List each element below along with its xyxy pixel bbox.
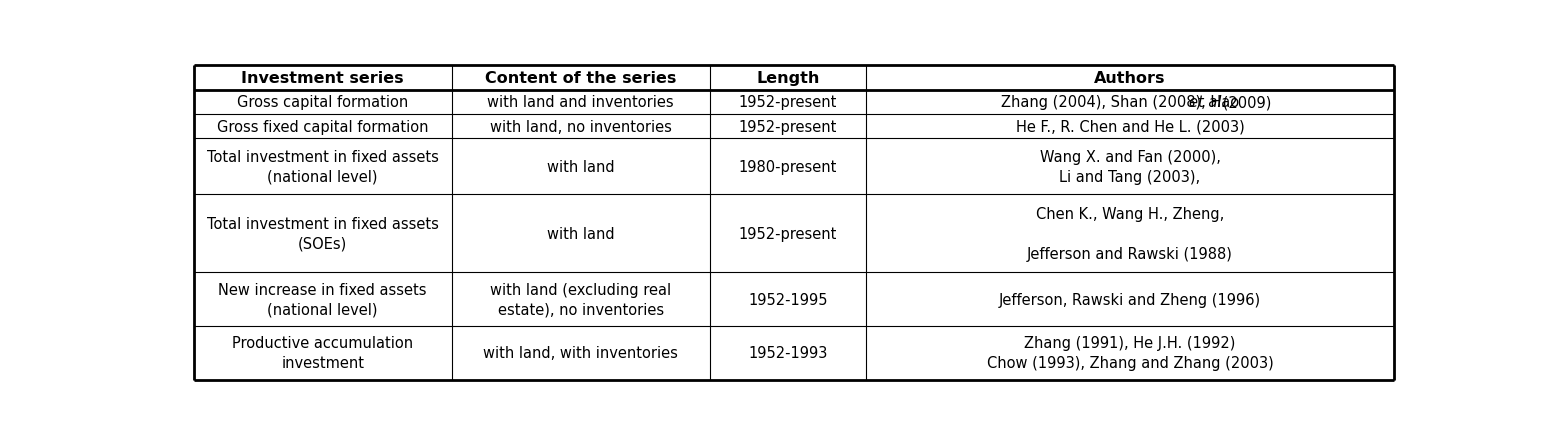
Text: et al.: et al. (1190, 95, 1227, 110)
Text: with land: with land (547, 159, 615, 174)
Text: 1952-1995: 1952-1995 (748, 292, 827, 307)
Text: Chen K., Wang H., Zheng,

Jefferson and Rawski (1988): Chen K., Wang H., Zheng, Jefferson and R… (1027, 207, 1233, 261)
Text: (2009): (2009) (1218, 95, 1272, 110)
Text: with land, no inventories: with land, no inventories (489, 119, 672, 134)
Text: Jefferson, Rawski and Zheng (1996): Jefferson, Rawski and Zheng (1996) (999, 292, 1261, 307)
Text: He F., R. Chen and He L. (2003): He F., R. Chen and He L. (2003) (1016, 119, 1244, 134)
Text: Zhang (1991), He J.H. (1992)
Chow (1993), Zhang and Zhang (2003): Zhang (1991), He J.H. (1992) Chow (1993)… (987, 336, 1273, 370)
Text: Investment series: Investment series (242, 71, 404, 86)
Text: 1952-present: 1952-present (739, 226, 836, 241)
Text: 1952-1993: 1952-1993 (748, 346, 827, 360)
Text: 1952-present: 1952-present (739, 95, 836, 110)
Text: Productive accumulation
investment: Productive accumulation investment (232, 336, 414, 370)
Text: with land: with land (547, 226, 615, 241)
Text: Total investment in fixed assets
(SOEs): Total investment in fixed assets (SOEs) (206, 216, 438, 251)
Text: Gross fixed capital formation: Gross fixed capital formation (217, 119, 429, 134)
Text: Content of the series: Content of the series (485, 71, 677, 86)
Text: 1952-present: 1952-present (739, 119, 836, 134)
Text: with land and inventories: with land and inventories (488, 95, 674, 110)
Text: with land, with inventories: with land, with inventories (483, 346, 678, 360)
Text: with land (excluding real
estate), no inventories: with land (excluding real estate), no in… (489, 282, 671, 317)
Text: Wang X. and Fan (2000),
Li and Tang (2003),: Wang X. and Fan (2000), Li and Tang (200… (1039, 150, 1221, 184)
Text: New increase in fixed assets
(national level): New increase in fixed assets (national l… (218, 282, 428, 317)
Text: 1980-present: 1980-present (739, 159, 836, 174)
Text: Gross capital formation: Gross capital formation (237, 95, 409, 110)
Text: Length: Length (756, 71, 819, 86)
Text: Authors: Authors (1094, 71, 1166, 86)
Text: Zhang (2004), Shan (2008), Hao: Zhang (2004), Shan (2008), Hao (1001, 95, 1244, 110)
Text: Total investment in fixed assets
(national level): Total investment in fixed assets (nation… (206, 150, 438, 184)
